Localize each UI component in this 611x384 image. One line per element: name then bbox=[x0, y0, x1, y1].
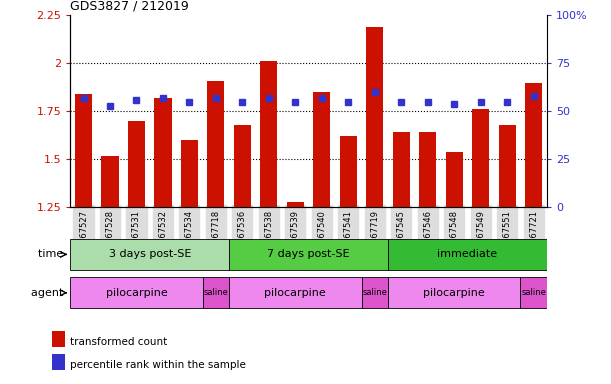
Text: saline: saline bbox=[362, 288, 387, 297]
Bar bbox=[70, 239, 229, 270]
Bar bbox=[207, 81, 224, 207]
Bar bbox=[229, 277, 362, 308]
Text: GDS3827 / 212019: GDS3827 / 212019 bbox=[70, 0, 189, 13]
Bar bbox=[70, 277, 203, 308]
Bar bbox=[101, 156, 119, 207]
Bar bbox=[366, 27, 383, 207]
Bar bbox=[521, 277, 547, 308]
Bar bbox=[362, 277, 388, 308]
Text: agent: agent bbox=[31, 288, 67, 298]
Bar bbox=[340, 136, 357, 207]
Bar bbox=[155, 98, 172, 207]
Text: 7 days post-SE: 7 days post-SE bbox=[267, 249, 350, 260]
Text: saline: saline bbox=[521, 288, 546, 297]
Text: pilocarpine: pilocarpine bbox=[423, 288, 485, 298]
Bar bbox=[393, 132, 410, 207]
Text: transformed count: transformed count bbox=[70, 337, 167, 347]
Bar bbox=[203, 277, 229, 308]
Bar bbox=[472, 109, 489, 207]
Bar bbox=[181, 140, 198, 207]
Bar bbox=[445, 152, 463, 207]
Text: pilocarpine: pilocarpine bbox=[106, 288, 167, 298]
Text: saline: saline bbox=[203, 288, 229, 297]
Text: pilocarpine: pilocarpine bbox=[265, 288, 326, 298]
Bar bbox=[525, 83, 542, 207]
Text: 3 days post-SE: 3 days post-SE bbox=[109, 249, 191, 260]
Bar bbox=[128, 121, 145, 207]
Bar bbox=[313, 92, 331, 207]
Text: percentile rank within the sample: percentile rank within the sample bbox=[70, 360, 246, 370]
Text: immediate: immediate bbox=[437, 249, 497, 260]
Bar bbox=[287, 202, 304, 207]
Text: time: time bbox=[38, 249, 67, 260]
Bar bbox=[234, 125, 251, 207]
Bar bbox=[388, 239, 547, 270]
Bar bbox=[75, 94, 92, 207]
Bar bbox=[499, 125, 516, 207]
Bar bbox=[388, 277, 521, 308]
Bar bbox=[229, 239, 388, 270]
Bar bbox=[419, 132, 436, 207]
Bar bbox=[260, 61, 277, 207]
